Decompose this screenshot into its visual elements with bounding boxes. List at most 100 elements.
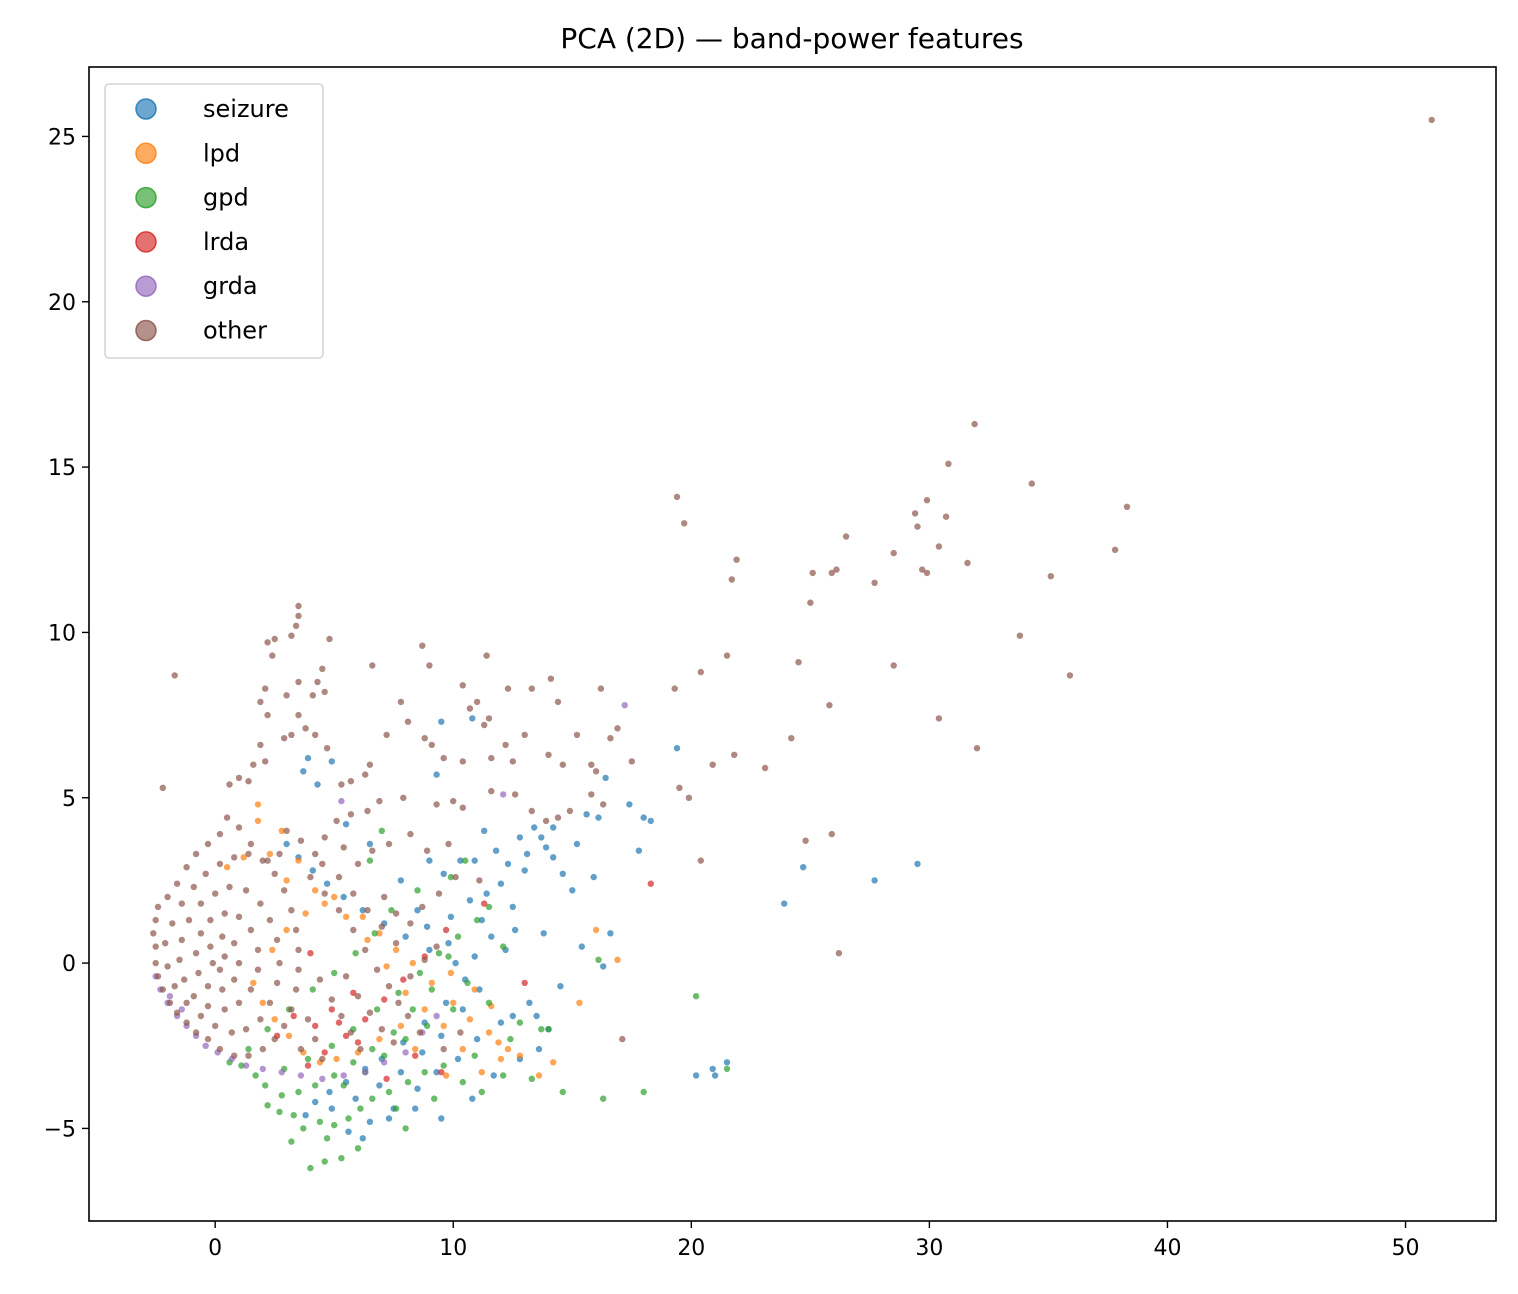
point-other — [364, 907, 371, 914]
point-gpd — [385, 1088, 393, 1096]
point-other — [192, 1029, 200, 1036]
point-gpd — [331, 1072, 338, 1079]
point-seizure — [445, 940, 452, 947]
point-seizure — [459, 1006, 466, 1013]
point-other — [266, 999, 274, 1006]
y-tick-label: 10 — [48, 621, 76, 646]
point-seizure — [483, 890, 490, 897]
point-other — [923, 569, 931, 577]
point-lrda — [328, 1006, 335, 1013]
point-other — [207, 943, 214, 950]
point-seizure — [535, 1045, 543, 1053]
point-lpd — [283, 926, 290, 934]
y-tick-label: −5 — [44, 1117, 76, 1142]
point-other — [231, 854, 238, 861]
point-gpd — [316, 1118, 324, 1126]
point-other — [826, 702, 833, 709]
point-other — [400, 794, 407, 801]
point-lpd — [535, 1072, 543, 1079]
point-lpd — [266, 850, 274, 858]
point-grda — [259, 1065, 266, 1073]
point-other — [226, 883, 233, 891]
point-other — [681, 520, 688, 527]
point-lpd — [504, 1045, 512, 1053]
point-other — [288, 731, 295, 739]
point-other — [509, 758, 516, 765]
point-other — [226, 781, 233, 788]
point-gpd — [402, 1125, 409, 1132]
legend-label-gpd: gpd — [203, 184, 249, 212]
point-gpd — [295, 1088, 302, 1096]
point-gpd — [381, 1052, 388, 1059]
point-other — [335, 873, 343, 881]
point-other — [231, 940, 238, 947]
point-other — [457, 1029, 464, 1036]
point-other — [304, 1016, 312, 1023]
point-other — [376, 797, 383, 805]
point-other — [257, 1016, 264, 1023]
point-seizure — [497, 1019, 505, 1026]
point-seizure — [607, 930, 614, 937]
point-other — [326, 635, 333, 643]
point-gpd — [338, 1155, 345, 1162]
point-other — [1428, 116, 1435, 124]
point-other — [250, 761, 257, 768]
point-lpd — [412, 1045, 419, 1053]
point-seizure — [509, 1012, 516, 1020]
point-other — [392, 940, 400, 947]
point-other — [600, 801, 607, 808]
point-other — [271, 1035, 278, 1043]
point-other — [350, 890, 357, 897]
point-other — [378, 923, 385, 930]
point-grda — [242, 1062, 250, 1069]
point-seizure — [711, 1072, 719, 1079]
point-lpd — [240, 854, 247, 861]
legend-box — [104, 83, 324, 359]
point-seizure — [366, 1118, 374, 1126]
point-seizure — [397, 1069, 405, 1076]
point-other — [183, 999, 190, 1006]
point-gpd — [507, 1035, 514, 1043]
point-gpd — [431, 1095, 438, 1102]
point-seizure — [376, 1082, 383, 1089]
point-seizure — [423, 923, 431, 930]
point-grda — [278, 1069, 285, 1076]
point-other — [395, 999, 402, 1006]
point-seizure — [469, 715, 476, 722]
point-seizure — [531, 824, 538, 831]
point-gpd — [309, 986, 316, 993]
point-seizure — [709, 1065, 716, 1073]
point-seizure — [312, 1098, 319, 1106]
point-other — [176, 956, 183, 963]
point-lpd — [478, 1069, 485, 1076]
point-other — [212, 1022, 219, 1030]
point-seizure — [511, 926, 519, 934]
point-other — [542, 817, 550, 825]
point-seizure — [340, 893, 347, 901]
point-other — [890, 549, 897, 557]
point-lrda — [647, 880, 654, 887]
point-other — [433, 801, 440, 808]
point-gpd — [352, 950, 359, 957]
point-other — [483, 652, 490, 659]
point-other — [164, 893, 171, 901]
point-other — [421, 956, 428, 963]
point-other — [347, 811, 355, 818]
point-gpd — [307, 1164, 314, 1172]
point-other — [154, 903, 162, 911]
point-lpd — [271, 1016, 278, 1023]
point-gpd — [640, 1088, 647, 1096]
point-lpd — [333, 1055, 340, 1063]
point-seizure — [476, 986, 483, 993]
point-other — [914, 523, 921, 530]
point-other — [731, 751, 738, 758]
point-other — [171, 672, 178, 679]
point-other — [761, 764, 769, 772]
point-other — [511, 791, 519, 798]
point-other — [354, 860, 362, 868]
point-gpd — [516, 1019, 524, 1026]
point-other — [197, 1012, 205, 1020]
point-other — [231, 976, 238, 983]
point-other — [923, 497, 931, 504]
point-seizure — [478, 916, 485, 924]
